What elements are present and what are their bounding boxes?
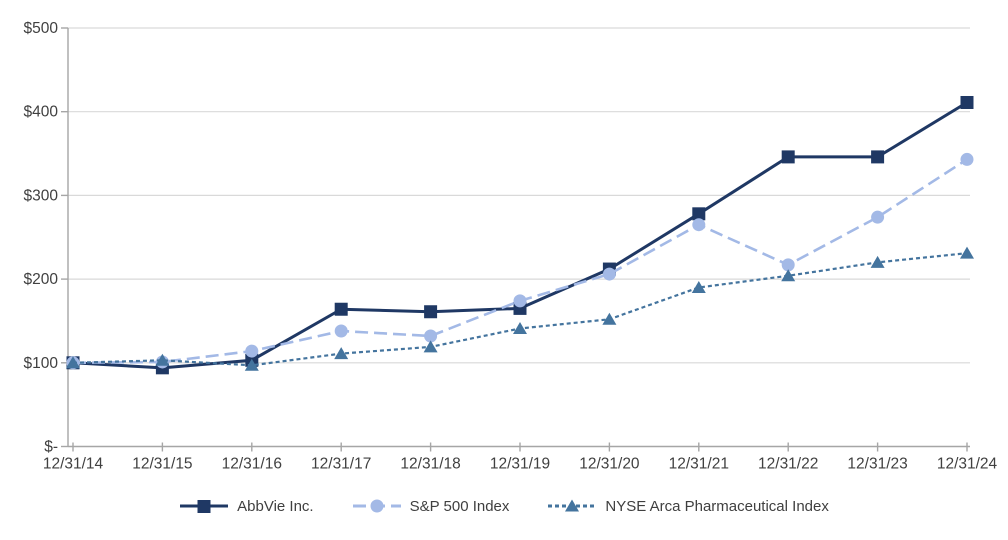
x-axis-label: 12/31/17	[311, 456, 371, 473]
data-point-triangle	[423, 340, 438, 353]
x-axis-label: 12/31/22	[758, 456, 818, 473]
data-point-triangle	[602, 312, 617, 325]
data-point-circle	[245, 344, 259, 358]
x-axis-label: 12/31/24	[937, 456, 998, 473]
data-point-circle	[513, 294, 527, 308]
data-point-square	[781, 150, 795, 164]
legend-label-abbvie: AbbVie Inc.	[237, 497, 314, 515]
x-axis-label: 12/31/21	[669, 456, 729, 473]
y-axis-label: $-	[44, 439, 58, 456]
x-axis-label: 12/31/18	[400, 456, 460, 473]
legend-label-sp500: S&P 500 Index	[409, 497, 510, 515]
y-axis-label: $500	[24, 20, 59, 37]
performance-line-plot: $500 $400 $300 $200 $100 $-12/31/14 12/31/15 12…	[24, 20, 998, 473]
data-point-square	[960, 95, 974, 109]
x-axis-label: 12/31/14	[43, 456, 104, 473]
data-point-triangle	[513, 321, 527, 334]
chart-legend: AbbVie Inc. S&P 500 Index NYSE Arca Phar…	[0, 492, 1008, 520]
data-point-circle	[424, 329, 438, 343]
x-axis-label: 12/31/23	[847, 456, 907, 473]
data-point-triangle	[66, 356, 80, 369]
legend-label-nyse-arca: NYSE Arca Pharmaceutical Index	[605, 497, 829, 515]
data-point-square	[871, 150, 885, 164]
data-point-circle	[871, 210, 885, 224]
y-axis-label: $100	[24, 355, 59, 372]
data-point-triangle	[960, 246, 974, 259]
abbvie-line-marker-icon	[180, 500, 229, 513]
x-axis-label: 12/31/16	[222, 456, 282, 473]
y-axis-label: $300	[24, 187, 59, 204]
data-point-triangle	[244, 358, 259, 371]
data-point-triangle	[870, 255, 885, 268]
legend-item-nyse-arca: NYSE Arca Pharmaceutical Index	[547, 497, 829, 515]
data-point-circle	[692, 218, 706, 232]
data-point-circle	[781, 258, 795, 272]
nyse-arca-line-marker-icon	[548, 499, 597, 512]
legend-item-sp500: S&P 500 Index	[352, 497, 510, 515]
data-point-square	[424, 305, 438, 319]
sp500-line-marker-icon	[352, 499, 401, 513]
x-axis-label: 12/31/20	[579, 456, 640, 473]
legend-item-abbvie: AbbVie Inc.	[179, 497, 314, 515]
data-point-circle	[960, 152, 974, 166]
data-point-square	[334, 302, 348, 316]
data-point-circle	[602, 267, 616, 281]
data-point-triangle	[334, 347, 349, 360]
data-point-square	[692, 207, 706, 221]
y-axis-label: $200	[24, 271, 59, 288]
data-point-triangle	[691, 280, 706, 293]
data-point-circle	[334, 324, 348, 338]
data-point-triangle	[155, 353, 170, 366]
x-axis-label: 12/31/19	[490, 456, 550, 473]
data-point-triangle	[781, 269, 796, 282]
x-axis-label: 12/31/15	[132, 456, 192, 473]
y-axis-label: $400	[24, 104, 59, 121]
